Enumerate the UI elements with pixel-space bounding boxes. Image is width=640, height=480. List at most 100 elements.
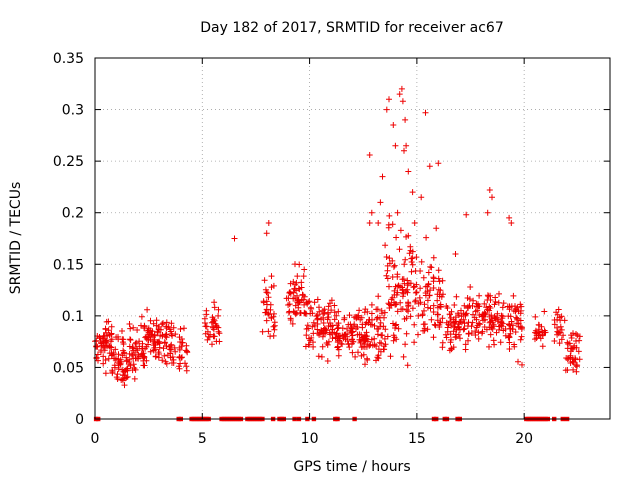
data-point bbox=[307, 310, 314, 317]
data-point bbox=[374, 331, 381, 338]
data-point bbox=[413, 289, 420, 296]
data-point bbox=[412, 298, 418, 305]
data-point bbox=[129, 367, 136, 374]
data-point bbox=[397, 227, 404, 234]
data-point bbox=[111, 364, 118, 371]
data-point bbox=[361, 333, 368, 340]
data-point bbox=[486, 187, 493, 193]
data-point bbox=[202, 320, 208, 326]
data-point bbox=[310, 319, 317, 326]
data-point bbox=[382, 242, 389, 249]
data-point bbox=[260, 298, 267, 305]
x-tick-label: 5 bbox=[198, 431, 207, 447]
data-point bbox=[132, 355, 139, 362]
data-point bbox=[214, 324, 220, 331]
data-point bbox=[371, 341, 378, 348]
data-point bbox=[331, 309, 338, 316]
data-point bbox=[105, 355, 112, 362]
data-point bbox=[285, 302, 292, 308]
data-point bbox=[265, 220, 272, 226]
y-axis-ticks: 0 0.05 0.1 0.15 0.2 0.25 0.3 0.35 bbox=[53, 51, 610, 428]
data-point bbox=[421, 301, 428, 308]
data-point bbox=[373, 316, 380, 322]
x-tick-label: 10 bbox=[301, 431, 319, 447]
data-point bbox=[430, 309, 437, 315]
data-point bbox=[539, 343, 546, 350]
data-point bbox=[385, 224, 392, 231]
data-point bbox=[356, 336, 363, 343]
data-point bbox=[344, 325, 350, 332]
data-point bbox=[132, 340, 139, 347]
data-point bbox=[541, 308, 548, 315]
data-point bbox=[487, 331, 494, 338]
data-point bbox=[97, 338, 104, 345]
data-point bbox=[409, 261, 416, 268]
data-point bbox=[349, 336, 356, 343]
data-point bbox=[303, 332, 310, 339]
data-point bbox=[358, 331, 365, 338]
data-point bbox=[314, 330, 321, 337]
data-point bbox=[382, 326, 389, 333]
data-point bbox=[141, 362, 148, 369]
data-point bbox=[425, 281, 432, 288]
data-point bbox=[426, 163, 433, 170]
data-point bbox=[120, 347, 127, 354]
data-point bbox=[287, 317, 294, 323]
data-point bbox=[557, 317, 564, 324]
data-point bbox=[403, 306, 410, 313]
data-point bbox=[490, 337, 497, 344]
data-point bbox=[160, 320, 166, 327]
data-point bbox=[415, 331, 421, 338]
data-point bbox=[366, 316, 372, 323]
data-point bbox=[318, 316, 325, 323]
data-point bbox=[486, 343, 492, 350]
data-point bbox=[415, 300, 422, 307]
data-point bbox=[447, 311, 453, 318]
data-point bbox=[138, 322, 144, 329]
data-point bbox=[262, 309, 269, 316]
data-point bbox=[563, 355, 570, 361]
data-point bbox=[470, 311, 476, 318]
data-point bbox=[393, 321, 400, 328]
data-point bbox=[391, 262, 398, 269]
data-point bbox=[434, 311, 441, 318]
data-point bbox=[376, 339, 383, 346]
data-point bbox=[394, 308, 401, 315]
data-point bbox=[358, 352, 365, 359]
data-point bbox=[455, 331, 462, 338]
data-point bbox=[565, 341, 572, 347]
data-point bbox=[483, 304, 490, 311]
data-point bbox=[97, 349, 104, 355]
data-point bbox=[333, 312, 340, 319]
data-point bbox=[402, 256, 409, 263]
data-point bbox=[364, 357, 371, 363]
data-point bbox=[436, 278, 443, 285]
data-point bbox=[435, 160, 442, 167]
data-point bbox=[303, 299, 310, 306]
data-point bbox=[231, 235, 238, 242]
data-point bbox=[381, 314, 387, 321]
data-point bbox=[488, 324, 495, 331]
data-point bbox=[427, 287, 434, 294]
y-tick-label: 0.1 bbox=[62, 309, 84, 325]
data-point bbox=[341, 314, 348, 321]
data-point bbox=[292, 281, 299, 288]
data-point bbox=[361, 341, 368, 347]
data-point bbox=[290, 289, 297, 296]
data-point bbox=[316, 304, 322, 311]
grid-lines bbox=[95, 58, 610, 419]
data-point bbox=[121, 382, 128, 389]
data-point bbox=[391, 291, 398, 298]
data-point bbox=[140, 350, 147, 357]
data-point bbox=[555, 306, 562, 313]
data-point bbox=[138, 313, 145, 320]
data-point bbox=[207, 331, 214, 338]
data-point bbox=[387, 353, 394, 360]
data-point bbox=[321, 309, 328, 316]
data-point bbox=[539, 331, 546, 338]
data-point bbox=[480, 317, 486, 324]
data-point bbox=[211, 304, 218, 311]
data-point bbox=[421, 307, 427, 314]
y-tick-label: 0.35 bbox=[53, 51, 84, 67]
data-point bbox=[301, 266, 308, 273]
